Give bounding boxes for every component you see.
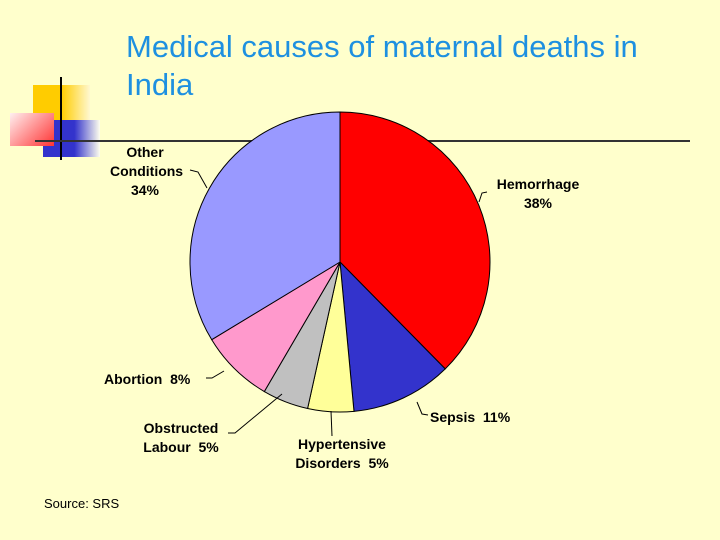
label-abortion: Abortion 8% [104,370,190,389]
label-obstructed-name: Obstructed Labour [143,420,219,455]
leader-obstructed [228,393,283,434]
label-abortion-value: 8% [170,371,191,387]
leader-abortion [206,370,225,379]
slide-title: Medical causes of maternal deaths in Ind… [126,29,638,102]
vertical-rule [60,77,62,160]
label-other: Other Conditions 34% [95,143,195,200]
label-abortion-name: Abortion [104,371,163,387]
leader-sepsis [416,401,429,416]
label-hemorrhage-name: Hemorrhage [496,176,580,192]
source-note: Source: SRS [44,496,120,511]
leader-hemorrhage [478,191,488,203]
leader-other [189,169,208,189]
label-sepsis-value: 11% [482,409,511,425]
label-hypertensive-value: 5% [368,455,389,471]
label-obstructed-value: 5% [198,439,219,455]
label-other-name: Other Conditions [110,144,184,179]
label-hemorrhage-value: 38% [523,195,553,211]
label-sepsis-name: Sepsis [430,409,476,425]
label-sepsis: Sepsis 11% [430,408,510,427]
pie-slice-sepsis [339,260,446,412]
label-obstructed: Obstructed Labour 5% [133,419,229,457]
label-other-value: 34% [130,182,160,198]
pie-slice-other-conditions [189,111,341,341]
label-hemorrhage: Hemorrhage 38% [488,175,588,213]
pie-slice-hemorrhage [339,111,491,370]
label-hypertensive-name: Hypertensive Disorders [295,436,386,471]
leader-hypertensive [330,410,333,437]
label-hypertensive: Hypertensive Disorders 5% [282,435,402,473]
